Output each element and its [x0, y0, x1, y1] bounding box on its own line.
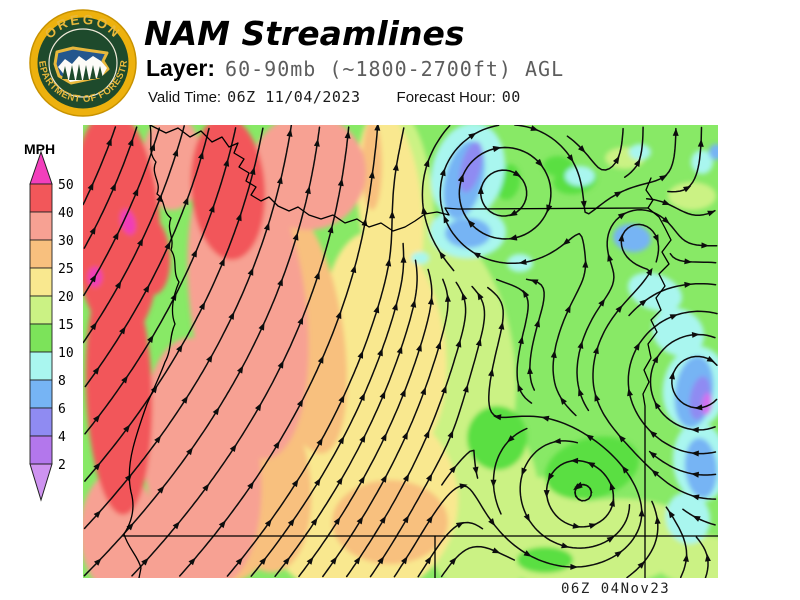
svg-text:8: 8 — [58, 374, 66, 389]
layer-label: Layer: — [146, 55, 216, 81]
valid-time-label: Valid Time: — [148, 89, 222, 106]
model-run-stamp: 06Z 04Nov23 — [561, 581, 671, 597]
svg-text:4: 4 — [58, 430, 66, 445]
odf-logo: OREGON DEPARTMENT OF FORESTRY — [28, 8, 137, 117]
logo-oregon-emblem — [53, 46, 110, 85]
valid-time-value: 06Z 11/04/2023 — [227, 88, 361, 106]
wind-speed-legend: MPH 50 40 30 25 20 15 10 8 6 4 2 — [24, 141, 74, 502]
svg-text:MPH: MPH — [24, 141, 55, 157]
svg-text:40: 40 — [58, 206, 74, 221]
forecast-hour-label: Forecast Hour: — [396, 89, 496, 106]
svg-text:2: 2 — [58, 458, 66, 473]
forecast-hour-value: 00 — [501, 88, 521, 106]
svg-text:25: 25 — [58, 262, 74, 277]
svg-text:6: 6 — [58, 402, 66, 417]
layer-value: 60-90mb (~1800-2700ft) AGL — [225, 57, 565, 81]
svg-text:20: 20 — [58, 290, 74, 305]
svg-text:50: 50 — [58, 178, 74, 193]
svg-text:30: 30 — [58, 234, 74, 249]
layer-row: Layer: 60-90mb (~1800-2700ft) AGL — [146, 55, 564, 82]
streamline-map — [83, 125, 718, 578]
valid-time-row: Valid Time: 06Z 11/04/2023 Forecast Hour… — [148, 88, 521, 106]
logo-trees — [62, 64, 103, 80]
svg-text:10: 10 — [58, 346, 74, 361]
svg-text:15: 15 — [58, 318, 74, 333]
page-title: NAM Streamlines — [144, 14, 465, 53]
